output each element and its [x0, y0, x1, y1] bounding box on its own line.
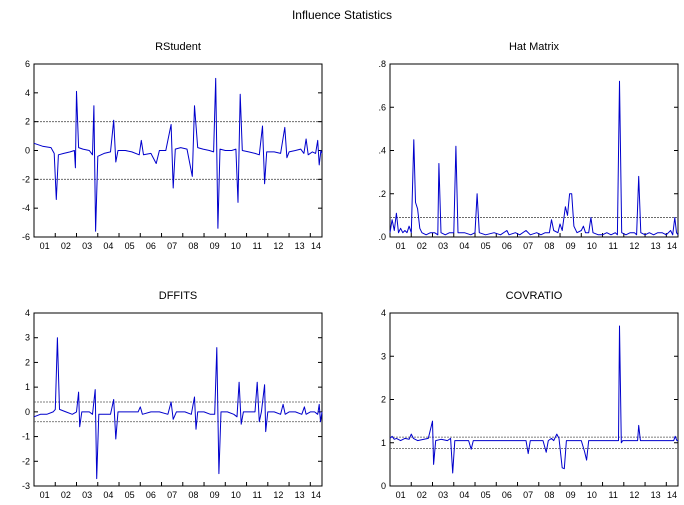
rstudent-x-tick-label: 13	[295, 241, 305, 251]
hat-matrix-x-tick-label: 03	[438, 241, 448, 251]
dffits-x-tick-label: 08	[188, 490, 198, 500]
rstudent-y-tick-label: 2	[25, 117, 30, 127]
covratio-x-tick-label: 12	[629, 490, 639, 500]
covratio-x-tick-label: 10	[587, 490, 597, 500]
covratio-plot-frame	[389, 312, 679, 487]
rstudent-series-line	[33, 77, 323, 232]
rstudent-x-tick-label: 12	[273, 241, 283, 251]
dffits-y-tick-label: -2	[22, 456, 30, 466]
rstudent-x-tick-label: 05	[125, 241, 135, 251]
rstudent-x-tick-label: 14	[311, 241, 321, 251]
covratio-y-tick-label: 2	[381, 395, 386, 405]
covratio-x-tick-label: 07	[523, 490, 533, 500]
hat-matrix-series-line	[389, 80, 679, 236]
hat-matrix-y-tick-label: .6	[378, 102, 386, 112]
dffits-x-tick-label: 11	[253, 490, 262, 500]
covratio-x-tick-label: 02	[417, 490, 427, 500]
hat-matrix-plot-frame	[389, 63, 679, 238]
rstudent-y-tick-label: 6	[25, 59, 30, 69]
covratio-x-tick-label: 03	[438, 490, 448, 500]
covratio-x-tick-label: 14	[667, 490, 677, 500]
hat-matrix-x-tick-label: 06	[502, 241, 512, 251]
hat-matrix-y-tick-label: .4	[378, 146, 386, 156]
rstudent-title: RStudent	[155, 41, 201, 53]
hat-matrix-x-tick-label: 05	[481, 241, 491, 251]
hat-matrix-y-tick-label: .0	[378, 232, 386, 242]
covratio-x-tick-label: 04	[459, 490, 469, 500]
hat-matrix-x-tick-label: 10	[587, 241, 597, 251]
hat-matrix-x-tick-label: 14	[667, 241, 677, 251]
hat-matrix-y-tick-label: .2	[378, 189, 386, 199]
rstudent-x-tick-label: 01	[40, 241, 50, 251]
covratio-y-tick-label: 4	[381, 308, 386, 318]
rstudent-x-tick-label: 03	[82, 241, 92, 251]
dffits-x-tick-label: 04	[103, 490, 113, 500]
covratio-x-tick-label: 01	[396, 490, 406, 500]
dffits-y-tick-label: 4	[25, 308, 30, 318]
dffits-x-tick-label: 06	[146, 490, 156, 500]
dffits-y-tick-label: -1	[22, 432, 30, 442]
dffits-x-tick-label: 09	[210, 490, 220, 500]
hat-matrix-panel: Hat Matrix .0 .2 .4 .6 .8 01 02 03 04 05 06 07 08 09 10…	[378, 41, 679, 251]
covratio-x-tick-label: 05	[481, 490, 491, 500]
covratio-x-tick-label: 13	[651, 490, 661, 500]
rstudent-x-tick-label: 02	[61, 241, 71, 251]
covratio-y-tick-label: 0	[381, 481, 386, 491]
rstudent-y-tick-label: -6	[22, 232, 30, 242]
hat-matrix-x-tick-label: 01	[396, 241, 406, 251]
dffits-x-tick-label: 07	[167, 490, 177, 500]
covratio-x-tick-label: 08	[544, 490, 554, 500]
dffits-x-tick-label: 14	[311, 490, 321, 500]
dffits-x-tick-label: 12	[273, 490, 283, 500]
covratio-series-line	[389, 325, 678, 474]
dffits-x-tick-label: 13	[295, 490, 305, 500]
rstudent-y-tick-label: 0	[25, 146, 30, 156]
covratio-y-tick-label: 1	[381, 438, 386, 448]
hat-matrix-x-tick-label: 11	[609, 241, 618, 251]
rstudent-x-tick-label: 08	[188, 241, 198, 251]
rstudent-plot-frame	[33, 63, 323, 238]
dffits-y-tick-label: 0	[25, 407, 30, 417]
rstudent-x-tick-label: 10	[231, 241, 241, 251]
hat-matrix-x-tick-label: 09	[566, 241, 576, 251]
covratio-x-tick-label: 06	[502, 490, 512, 500]
rstudent-x-tick-label: 11	[253, 241, 262, 251]
dffits-title: DFFITS	[159, 290, 198, 302]
dffits-x-tick-label: 03	[82, 490, 92, 500]
figure-title: Influence Statistics	[292, 8, 392, 22]
rstudent-x-tick-label: 04	[103, 241, 113, 251]
dffits-y-tick-label: -3	[22, 481, 30, 491]
covratio-x-tick-label: 09	[566, 490, 576, 500]
dffits-y-tick-label: 3	[25, 333, 30, 343]
dffits-x-tick-label: 10	[231, 490, 241, 500]
rstudent-x-tick-label: 06	[146, 241, 156, 251]
dffits-x-tick-label: 02	[61, 490, 71, 500]
hat-matrix-x-tick-label: 07	[523, 241, 533, 251]
hat-matrix-x-tick-label: 08	[544, 241, 554, 251]
rstudent-y-tick-label: 4	[25, 88, 30, 98]
rstudent-x-tick-label: 09	[210, 241, 220, 251]
hat-matrix-x-tick-label: 04	[459, 241, 469, 251]
dffits-y-tick-label: 1	[25, 382, 30, 392]
dffits-x-tick-label: 05	[125, 490, 135, 500]
hat-matrix-x-tick-label: 12	[629, 241, 639, 251]
dffits-x-tick-label: 01	[40, 490, 50, 500]
covratio-title: COVRATIO	[506, 290, 563, 302]
dffits-plot-frame	[33, 312, 323, 487]
rstudent-x-tick-label: 07	[167, 241, 177, 251]
hat-matrix-title: Hat Matrix	[509, 41, 560, 53]
dffits-y-tick-label: 2	[25, 357, 30, 367]
rstudent-y-tick-label: -4	[22, 203, 30, 213]
hat-matrix-y-tick-label: .8	[378, 59, 386, 69]
covratio-y-tick-label: 3	[381, 351, 386, 361]
rstudent-y-tick-label: -2	[22, 174, 30, 184]
dffits-series-line	[33, 337, 323, 480]
covratio-x-tick-label: 11	[609, 490, 618, 500]
hat-matrix-x-tick-label: 02	[417, 241, 427, 251]
hat-matrix-x-tick-label: 13	[651, 241, 661, 251]
